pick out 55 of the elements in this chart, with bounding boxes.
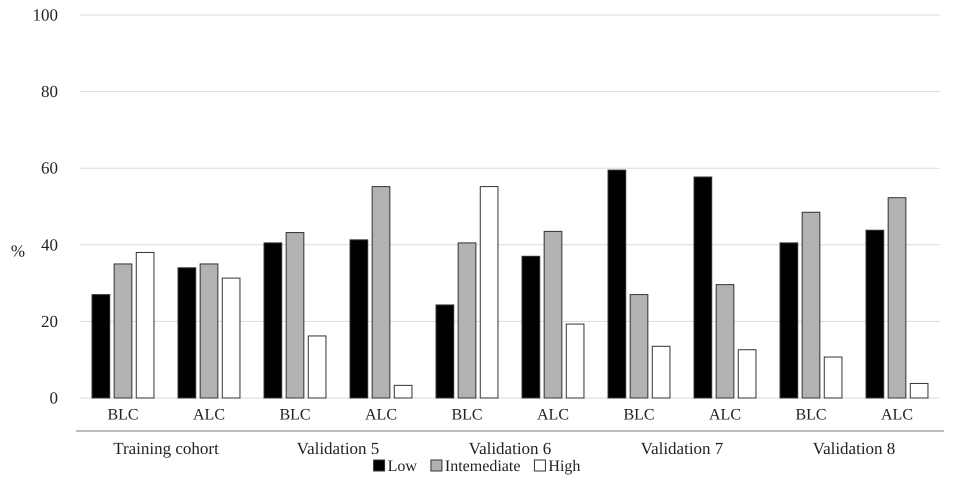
bar [372, 186, 390, 398]
legend-label: Intemediate [444, 458, 520, 475]
bar [350, 239, 368, 398]
bar [458, 242, 476, 398]
bar [178, 267, 196, 398]
x-tick-label: ALC [193, 406, 225, 424]
bar [264, 242, 282, 398]
bar [608, 170, 626, 398]
x-tick-label: ALC [537, 406, 569, 424]
bar [888, 197, 906, 398]
x-tick-label: ALC [881, 406, 913, 424]
bar [286, 232, 304, 398]
x-tick-label: ALC [709, 406, 741, 424]
bar [544, 230, 562, 398]
bar [694, 176, 712, 398]
bar [716, 284, 734, 398]
x-tick-label: BLC [451, 406, 483, 424]
y-axis-title: % [10, 242, 26, 260]
y-tick-label: 40 [41, 235, 58, 254]
x-tick-label: BLC [107, 406, 139, 424]
bar [114, 263, 132, 398]
bar [630, 294, 648, 398]
x-tick-label: BLC [279, 406, 311, 424]
bar [200, 263, 218, 398]
text: Validation 7 [640, 439, 724, 458]
text: Validation 5 [296, 439, 380, 458]
bar [522, 256, 540, 398]
y-tick-label: 80 [41, 82, 58, 102]
x-tick-label: ALC [365, 406, 397, 424]
text: Validation 8 [812, 439, 896, 458]
bar [136, 252, 154, 398]
bar [436, 304, 454, 398]
bar [308, 335, 326, 398]
bar [866, 230, 884, 398]
bar [910, 382, 928, 398]
y-tick-label: 20 [41, 312, 58, 331]
x-tick-label: BLC [795, 406, 827, 424]
bar [480, 186, 498, 398]
x-tick-label: BLC [623, 406, 655, 424]
bar [780, 242, 798, 398]
bar [222, 278, 240, 398]
legend-label: Low [388, 458, 418, 475]
text: Validation 6 [468, 439, 552, 458]
bar [738, 349, 756, 398]
bar [802, 212, 820, 398]
bar [394, 384, 412, 398]
y-tick-label: 0 [50, 388, 58, 408]
text: Training cohort [113, 439, 220, 458]
y-tick-label: 100 [32, 5, 58, 24]
bar [652, 346, 670, 398]
bar [92, 294, 110, 398]
bar [824, 356, 842, 398]
legend-label: High [548, 458, 580, 475]
bar [566, 324, 584, 398]
y-tick-label: 60 [41, 158, 58, 178]
